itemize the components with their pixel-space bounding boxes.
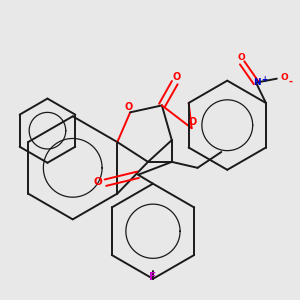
Text: O: O [280,73,288,82]
Text: O: O [172,72,180,82]
Text: N: N [253,78,260,87]
Text: -: - [288,76,292,87]
Text: O: O [124,102,133,112]
Text: F: F [149,272,157,282]
Text: +: + [261,75,268,84]
Text: O: O [188,117,196,127]
Text: O: O [94,177,102,187]
Text: O: O [238,53,245,62]
